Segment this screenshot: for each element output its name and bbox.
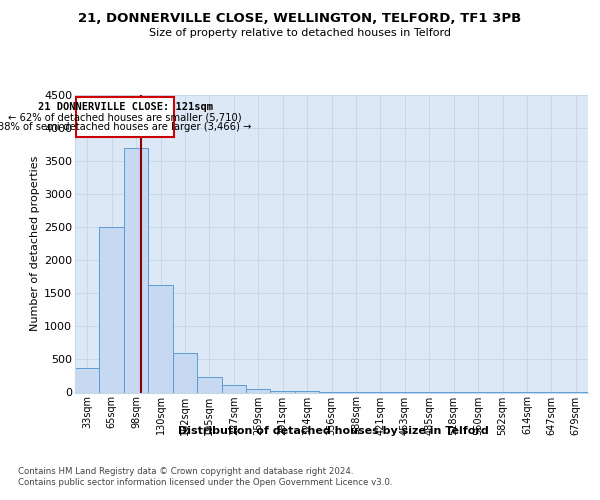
Bar: [76, 97, 174, 138]
Bar: [271, 390, 295, 392]
Bar: [100, 227, 124, 392]
Bar: [197, 376, 221, 392]
Bar: [75, 368, 100, 392]
Bar: [124, 148, 148, 392]
Text: 38% of semi-detached houses are larger (3,466) →: 38% of semi-detached houses are larger (…: [0, 122, 252, 132]
Text: 21 DONNERVILLE CLOSE: 121sqm: 21 DONNERVILLE CLOSE: 121sqm: [38, 102, 212, 113]
Text: Distribution of detached houses by size in Telford: Distribution of detached houses by size …: [178, 426, 488, 436]
Bar: [246, 388, 271, 392]
Bar: [173, 354, 197, 393]
Bar: [148, 284, 173, 393]
Bar: [221, 385, 246, 392]
Bar: [295, 391, 319, 392]
Text: ← 62% of detached houses are smaller (5,710): ← 62% of detached houses are smaller (5,…: [8, 113, 242, 123]
Text: Size of property relative to detached houses in Telford: Size of property relative to detached ho…: [149, 28, 451, 38]
Text: Contains HM Land Registry data © Crown copyright and database right 2024.
Contai: Contains HM Land Registry data © Crown c…: [18, 468, 392, 487]
Y-axis label: Number of detached properties: Number of detached properties: [30, 156, 40, 332]
Text: 21, DONNERVILLE CLOSE, WELLINGTON, TELFORD, TF1 3PB: 21, DONNERVILLE CLOSE, WELLINGTON, TELFO…: [79, 12, 521, 26]
